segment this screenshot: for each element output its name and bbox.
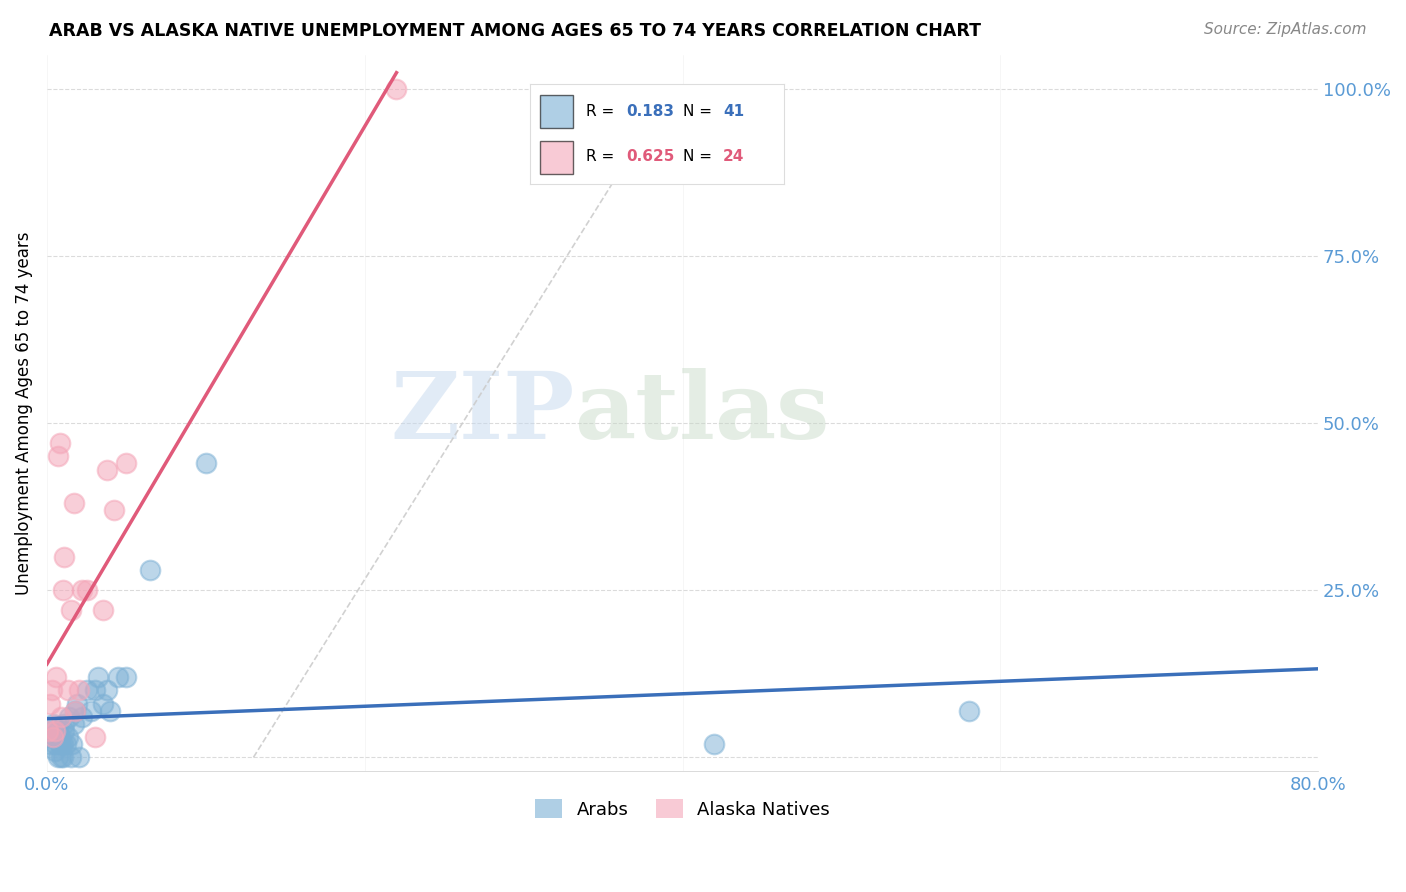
Point	[139, 563, 162, 577]
Point	[46, 750, 69, 764]
Point	[70, 583, 93, 598]
Point	[37, 731, 59, 745]
Point	[51, 737, 73, 751]
Point	[52, 737, 75, 751]
Point	[51, 710, 73, 724]
Point	[55, 737, 77, 751]
Point	[87, 670, 110, 684]
Point	[91, 603, 114, 617]
Point	[957, 704, 980, 718]
Point	[51, 750, 73, 764]
Point	[44, 737, 66, 751]
Text: atlas: atlas	[575, 368, 830, 458]
Point	[115, 670, 138, 684]
Point	[48, 737, 70, 751]
Point	[46, 723, 69, 738]
Point	[194, 456, 217, 470]
Point	[63, 717, 86, 731]
Point	[83, 731, 105, 745]
Point	[80, 704, 103, 718]
Point	[44, 723, 66, 738]
Y-axis label: Unemployment Among Ages 65 to 74 years: Unemployment Among Ages 65 to 74 years	[15, 231, 32, 595]
Text: ZIP: ZIP	[391, 368, 575, 458]
Point	[67, 683, 90, 698]
Text: ARAB VS ALASKA NATIVE UNEMPLOYMENT AMONG AGES 65 TO 74 YEARS CORRELATION CHART: ARAB VS ALASKA NATIVE UNEMPLOYMENT AMONG…	[49, 22, 981, 40]
Point	[39, 737, 62, 751]
Text: Source: ZipAtlas.com: Source: ZipAtlas.com	[1204, 22, 1367, 37]
Point	[41, 731, 63, 745]
Point	[65, 704, 87, 718]
Point	[703, 737, 725, 751]
Point	[42, 717, 65, 731]
Point	[42, 731, 65, 745]
Point	[56, 683, 79, 698]
Point	[63, 496, 86, 510]
Point	[48, 436, 70, 450]
Point	[45, 670, 67, 684]
Point	[59, 603, 82, 617]
Point	[53, 549, 76, 564]
Point	[53, 717, 76, 731]
Point	[66, 697, 89, 711]
Point	[48, 731, 70, 745]
Point	[60, 737, 83, 751]
Point	[91, 697, 114, 711]
Point	[115, 456, 138, 470]
Point	[76, 583, 98, 598]
Point	[67, 750, 90, 764]
Point	[44, 744, 66, 758]
Legend: Arabs, Alaska Natives: Arabs, Alaska Natives	[527, 792, 837, 826]
Point	[103, 503, 125, 517]
Point	[39, 697, 62, 711]
Point	[107, 670, 129, 684]
Point	[96, 683, 118, 698]
Point	[83, 683, 105, 698]
Point	[65, 704, 87, 718]
Point	[53, 723, 76, 738]
Point	[52, 583, 75, 598]
Point	[385, 81, 408, 95]
Point	[70, 710, 93, 724]
Point	[37, 723, 59, 738]
Point	[58, 710, 80, 724]
Point	[100, 704, 122, 718]
Point	[46, 450, 69, 464]
Point	[41, 683, 63, 698]
Point	[59, 750, 82, 764]
Point	[76, 683, 98, 698]
Point	[56, 731, 79, 745]
Point	[45, 731, 67, 745]
Point	[52, 750, 75, 764]
Point	[37, 723, 59, 738]
Point	[96, 463, 118, 477]
